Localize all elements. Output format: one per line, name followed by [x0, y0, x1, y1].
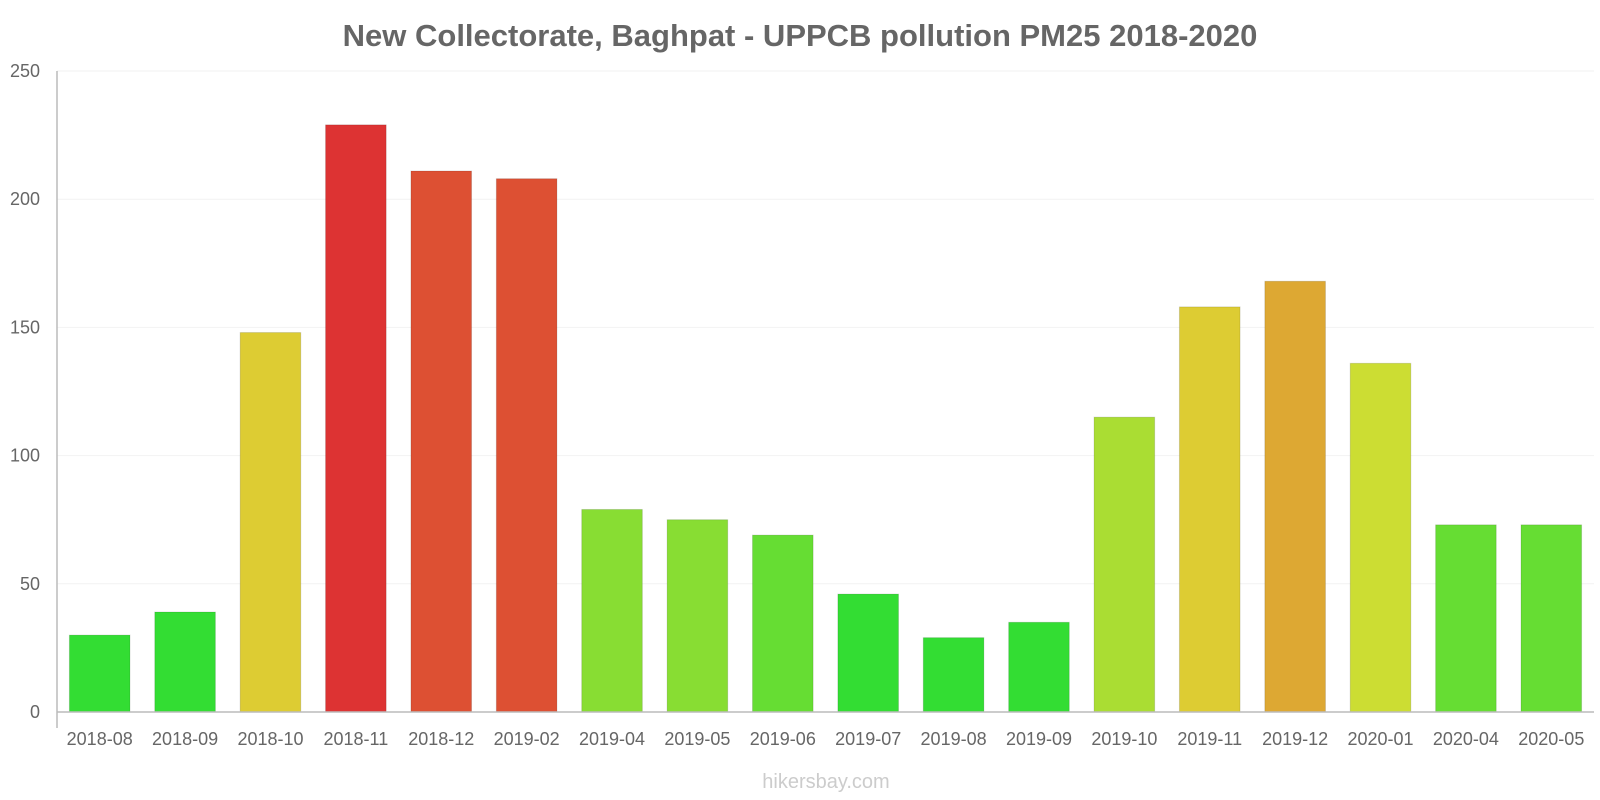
y-tick-label: 150 [10, 317, 40, 337]
x-tick-label: 2018-11 [323, 729, 388, 749]
bar-2019-08[interactable]: 2019-08: 29 [922, 637, 985, 713]
x-tick-label: 2019-06 [750, 729, 816, 749]
x-tick-label: 2018-08 [67, 729, 133, 749]
bar-2019-12[interactable]: 2019-12: 168 [1264, 280, 1326, 713]
x-tick-label: 2020-05 [1518, 729, 1584, 749]
bar-2019-04[interactable]: 2019-04: 79 [581, 508, 643, 713]
x-tick-label: 2019-04 [579, 729, 645, 749]
bar-2020-01[interactable]: 2020-01: 136 [1349, 362, 1412, 713]
bar-2019-09[interactable]: 2019-09: 35 [1008, 621, 1070, 713]
x-tick-label: 2019-02 [494, 729, 560, 749]
bar-2018-12[interactable]: 2018-12: 211 [410, 170, 473, 713]
axes-layer [56, 71, 1594, 728]
grid-layer [57, 70, 1594, 585]
bar-2019-06[interactable]: 2019-06: 69 [751, 534, 814, 713]
x-tick-label: 2019-10 [1091, 729, 1157, 749]
bar-2018-10[interactable]: 2018-10: 148 [239, 332, 302, 713]
x-tick-label: 2018-12 [408, 729, 474, 749]
bar-2020-05[interactable]: 2020-05: 73 [1520, 524, 1583, 713]
y-tick-label: 50 [20, 574, 40, 594]
y-tick-label: 100 [10, 446, 40, 466]
bar-2018-11[interactable]: 2018-11: 229 [325, 124, 387, 713]
bar-2018-08[interactable]: 2018-08: 30 [68, 634, 131, 713]
bars-layer: 2018-08: 30 2018-09: 39 2018-10: 148 2018-1… [68, 124, 1583, 713]
bar-2018-09[interactable]: 2018-09: 39 [154, 611, 216, 713]
x-axis-ticks: 2018-08 2018-09 2018-10 2018-11 2018-12 2019-… [67, 729, 1585, 749]
y-tick-label: 250 [10, 61, 40, 81]
x-tick-label: 2019-05 [664, 729, 730, 749]
x-tick-label: 2019-08 [921, 729, 987, 749]
x-tick-label: 2020-04 [1433, 729, 1499, 749]
x-tick-label: 2018-09 [152, 729, 218, 749]
bar-2019-07[interactable]: 2019-07: 46 [837, 593, 900, 713]
x-tick-label: 2019-07 [835, 729, 901, 749]
bar-2020-04[interactable]: 2020-04: 73 [1435, 524, 1497, 713]
x-tick-label: 2018-10 [237, 729, 303, 749]
bar-2019-05[interactable]: 2019-05: 75 [666, 519, 729, 713]
x-tick-label: 2019-11 [1177, 729, 1242, 749]
y-axis-ticks: 0 50 100 150 200 250 [10, 61, 40, 722]
bar-2019-11[interactable]: 2019-11: 158 [1178, 306, 1241, 713]
x-tick-label: 2019-09 [1006, 729, 1072, 749]
x-tick-label: 2019-12 [1262, 729, 1328, 749]
chart-title: New Collectorate, Baghpat - UPPCB pollut… [343, 18, 1258, 53]
x-tick-label: 2020-01 [1347, 729, 1413, 749]
y-tick-label: 0 [30, 702, 40, 722]
bar-2019-02[interactable]: 2019-02: 208 [495, 178, 558, 713]
y-tick-label: 200 [10, 189, 40, 209]
bar-2019-10[interactable]: 2019-10: 115 [1093, 416, 1156, 713]
watermark-text: hikersbay.com [762, 771, 889, 793]
